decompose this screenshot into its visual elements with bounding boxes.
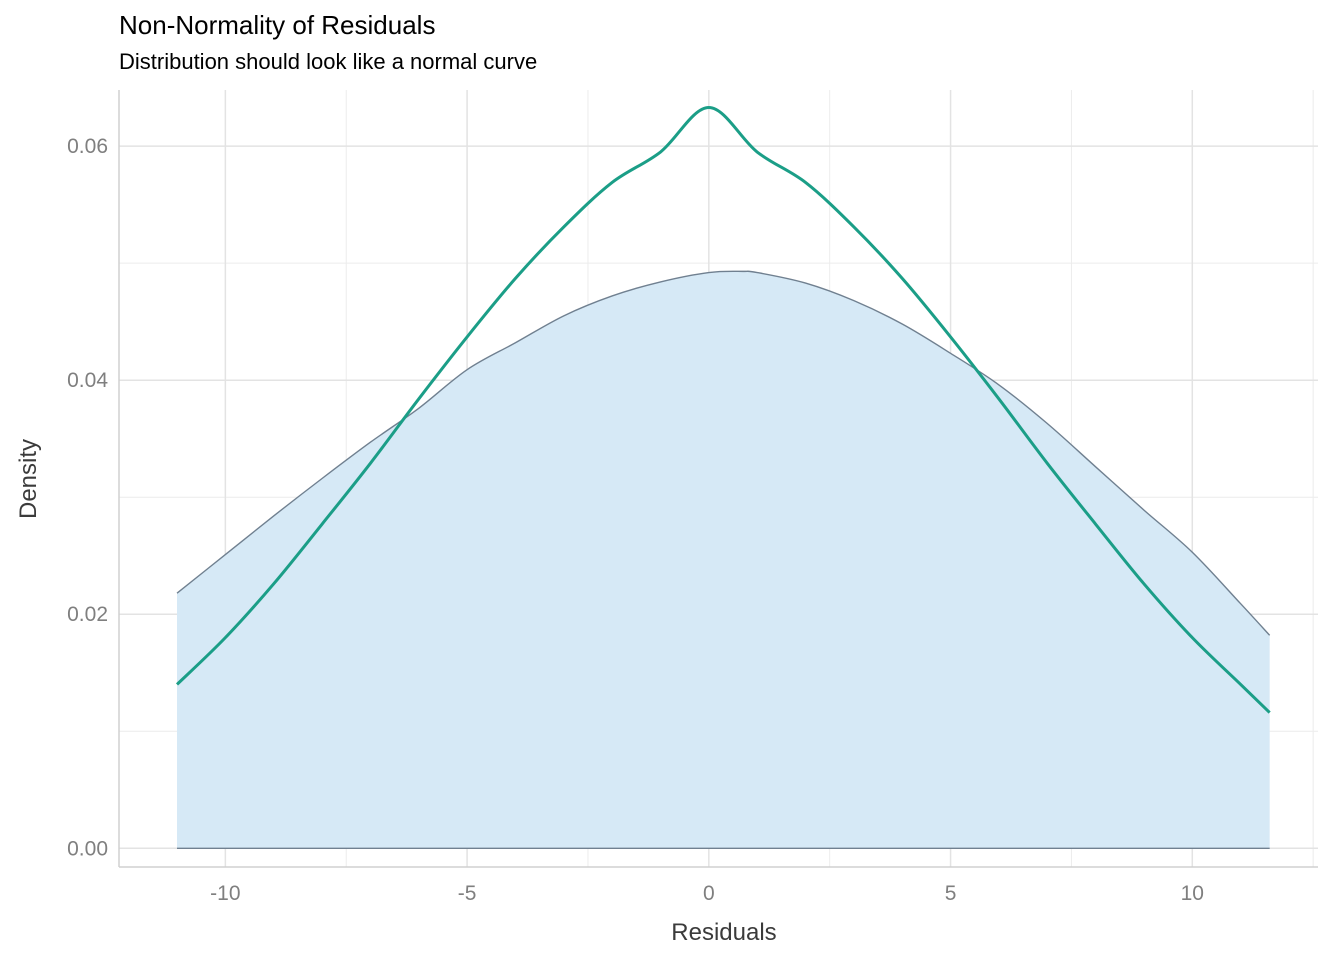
y-tick-label: 0.00: [67, 837, 108, 860]
density-area-fill: [177, 271, 1270, 849]
y-tick-label: 0.02: [67, 603, 108, 626]
axis-lines: [118, 90, 1318, 868]
x-tick-label: 10: [1181, 882, 1204, 905]
x-tick-label: 0: [703, 882, 715, 905]
x-tick-label: -5: [458, 882, 477, 905]
density-curve: [176, 270, 1271, 636]
y-tick-label: 0.04: [67, 369, 108, 392]
x-tick-label: -10: [210, 882, 240, 905]
x-tick-label: 5: [945, 882, 957, 905]
x-axis-title: Residuals: [671, 919, 776, 946]
y-tick-label: 0.06: [67, 135, 108, 158]
tick-labels: -10 -5 0 5 10 0.00 0.02 0.04 0.06: [67, 135, 1204, 905]
chart-subtitle: Distribution should look like a normal c…: [119, 49, 538, 74]
series-layer: [175, 106, 1271, 849]
normal-curve: [175, 106, 1271, 714]
chart-title: Non-Normality of Residuals: [119, 10, 436, 40]
y-axis-title: Density: [15, 439, 42, 519]
